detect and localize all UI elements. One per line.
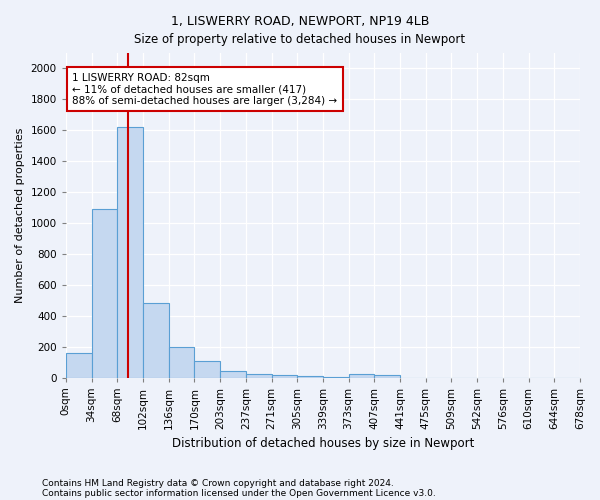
Y-axis label: Number of detached properties: Number of detached properties: [15, 128, 25, 302]
Text: Contains public sector information licensed under the Open Government Licence v3: Contains public sector information licen…: [42, 488, 436, 498]
Bar: [323, 376, 349, 378]
Bar: [374, 375, 400, 378]
Bar: [271, 375, 297, 378]
Bar: [66, 353, 92, 378]
Bar: [194, 362, 220, 378]
Bar: [220, 370, 246, 378]
Bar: [143, 303, 169, 378]
Bar: [92, 209, 117, 378]
Text: 1, LISWERRY ROAD, NEWPORT, NP19 4LB: 1, LISWERRY ROAD, NEWPORT, NP19 4LB: [171, 15, 429, 28]
Text: 1 LISWERRY ROAD: 82sqm
← 11% of detached houses are smaller (417)
88% of semi-de: 1 LISWERRY ROAD: 82sqm ← 11% of detached…: [72, 72, 337, 106]
Text: Contains HM Land Registry data © Crown copyright and database right 2024.: Contains HM Land Registry data © Crown c…: [42, 478, 394, 488]
Bar: [297, 376, 323, 378]
X-axis label: Distribution of detached houses by size in Newport: Distribution of detached houses by size …: [172, 437, 474, 450]
Bar: [117, 127, 143, 378]
Bar: [246, 374, 271, 378]
Text: Size of property relative to detached houses in Newport: Size of property relative to detached ho…: [134, 32, 466, 46]
Bar: [349, 374, 374, 378]
Bar: [169, 346, 194, 378]
